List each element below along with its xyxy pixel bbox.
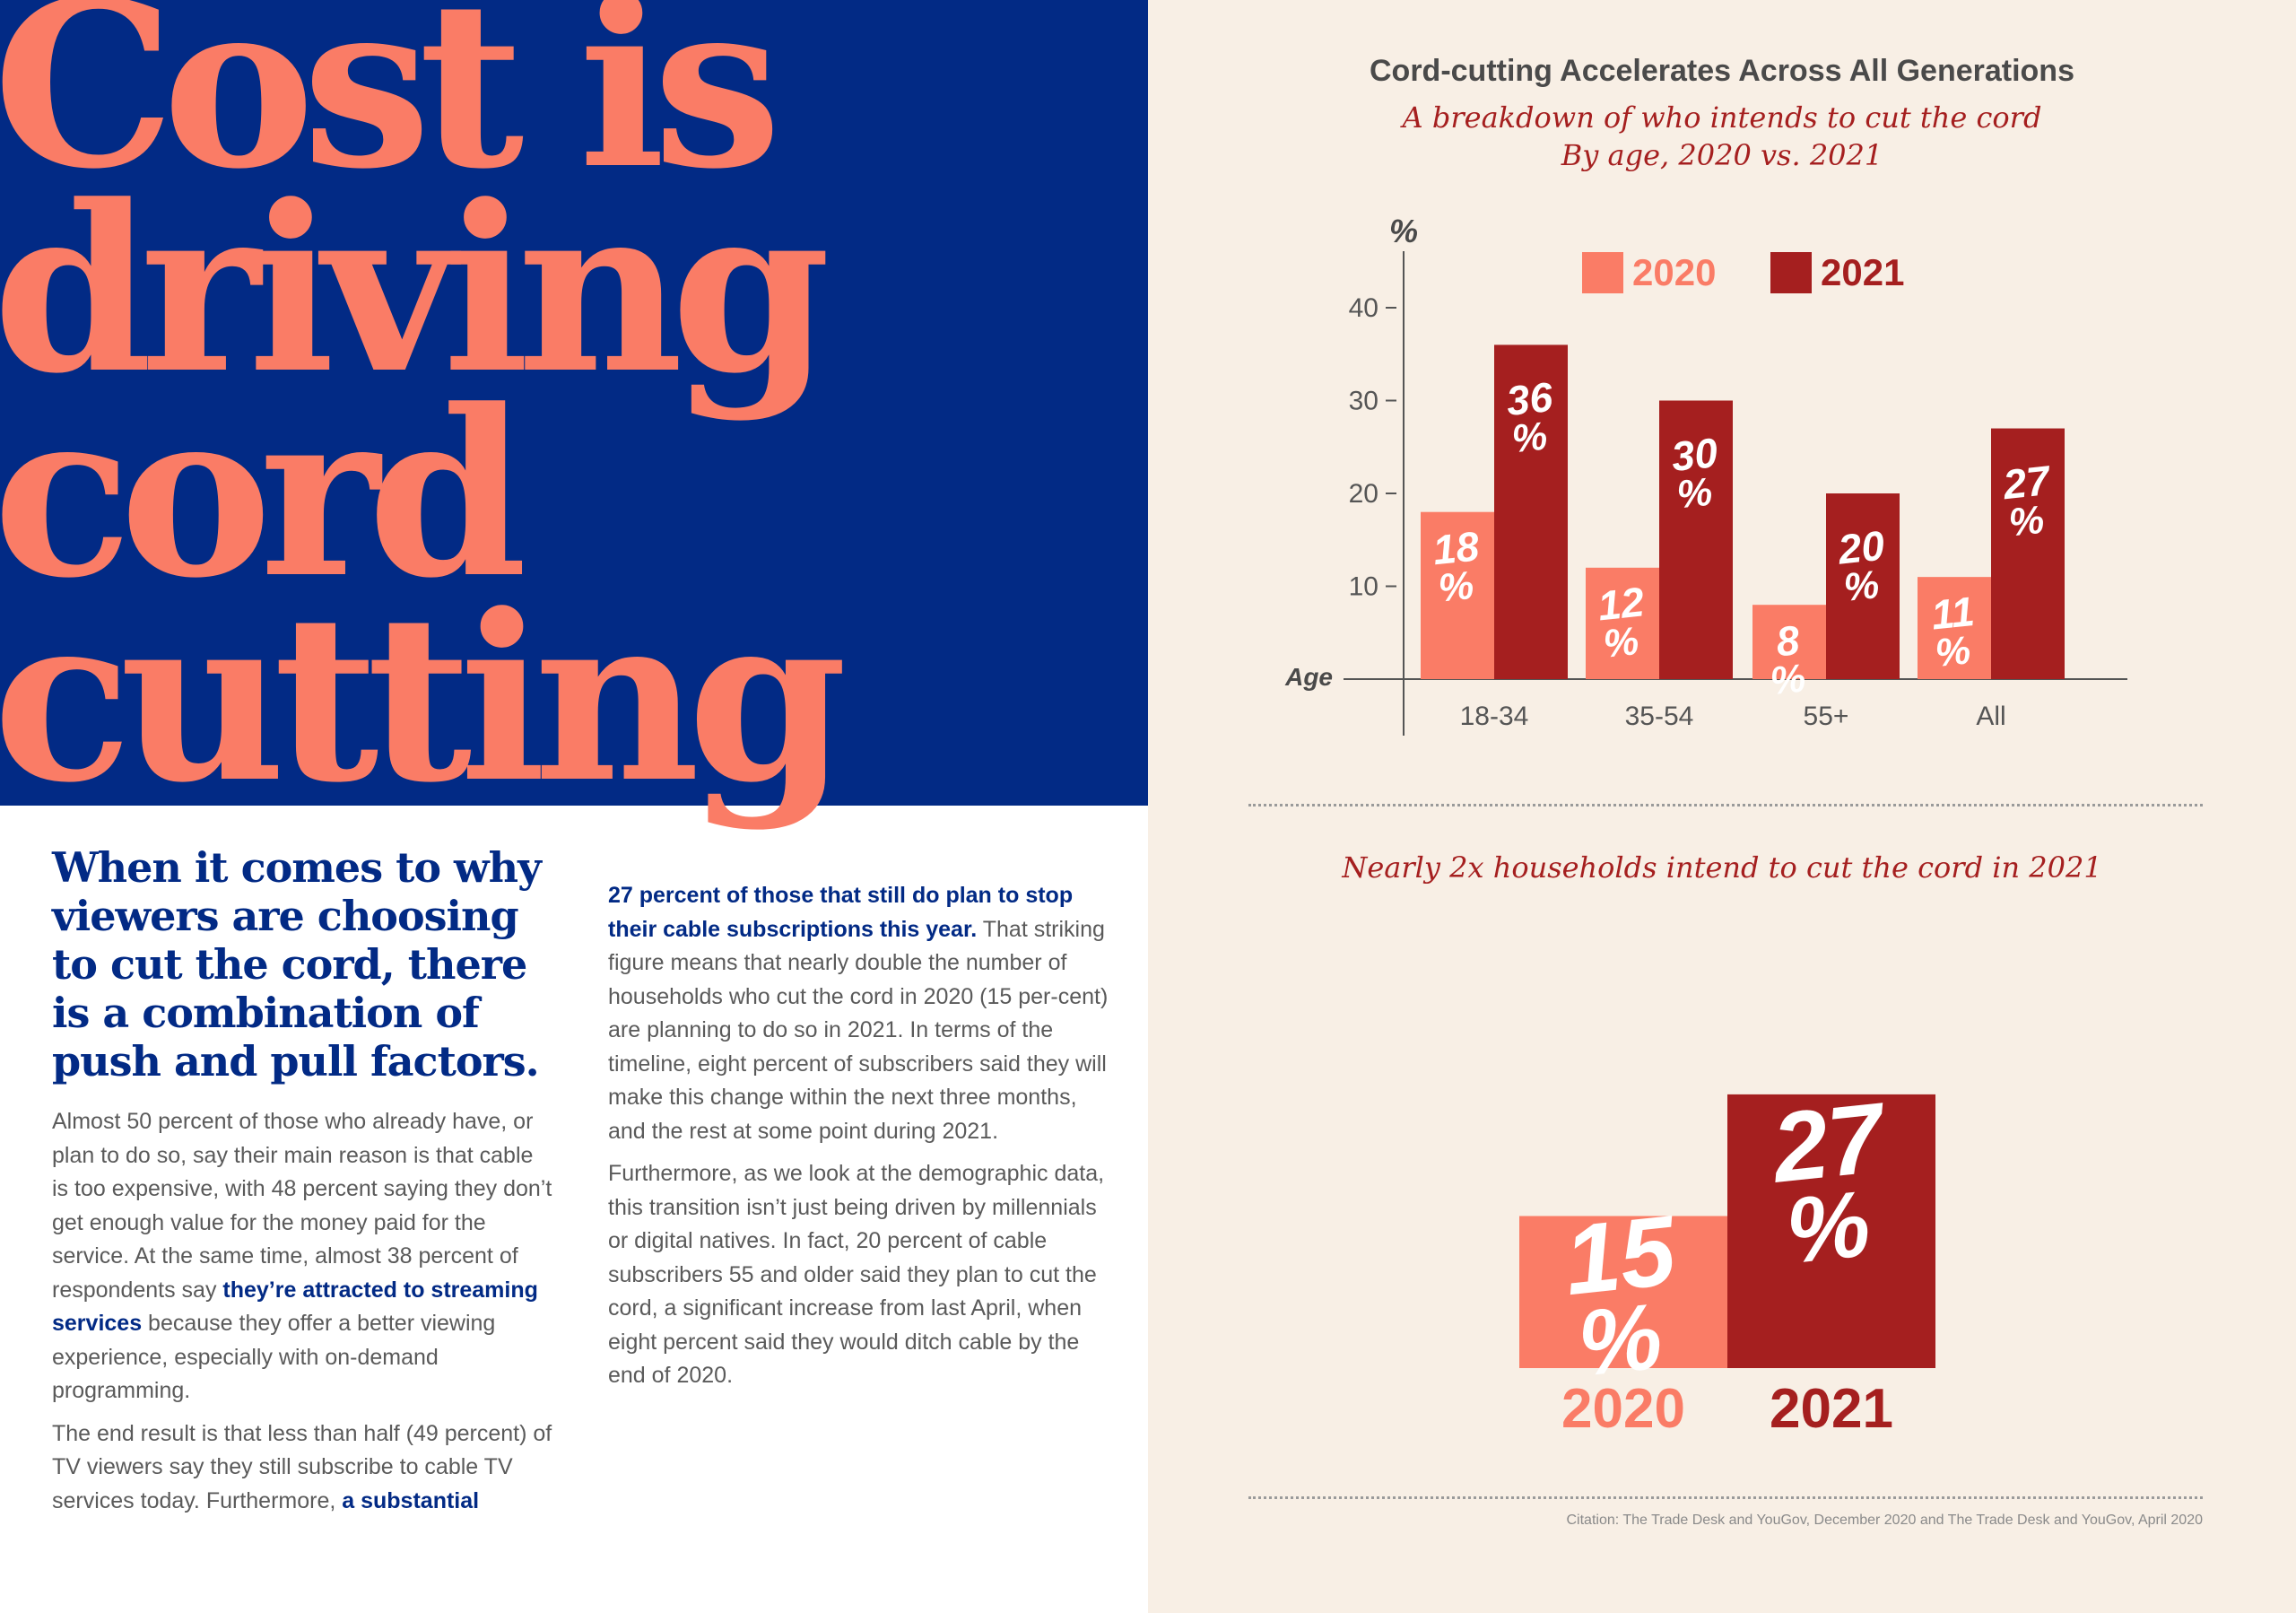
data-label-suffix: % [1509, 414, 1549, 462]
headline-line: cutting [0, 565, 848, 833]
y-axis-label: % [1389, 213, 1418, 249]
data-label: 36 [1504, 373, 1555, 424]
headline: Cost is driving cord cutting [0, 0, 979, 833]
data-label: 27 [2000, 457, 2054, 508]
highlight-text: they’re attracted to streaming services [52, 1277, 538, 1337]
x-tick-label: 55+ [1804, 702, 1849, 731]
data-label: 11 [1929, 588, 1977, 639]
highlight-text: a substantial [342, 1487, 480, 1513]
bar-2020 [1918, 577, 1991, 679]
text: The end result is that less than half (4… [52, 1420, 552, 1513]
data-label: 27 [1766, 1082, 1892, 1204]
y-tick-label: 30 [1349, 387, 1378, 416]
article-column-left: Almost 50 percent of those who already h… [52, 1105, 554, 1527]
paragraph: The end result is that less than half (4… [52, 1417, 554, 1519]
x-tick-label: 18-34 [1460, 702, 1529, 731]
data-label-suffix: % [1933, 628, 1972, 676]
data-label: 20 [1835, 522, 1887, 573]
headline-background [0, 0, 1148, 806]
chart-title: Cord-cutting Accelerates Across All Gene… [1370, 54, 2074, 88]
bar-2020 [1421, 511, 1494, 679]
paragraph: Furthermore, as we look at the demograph… [608, 1161, 1105, 1388]
headline-line: driving [0, 156, 831, 424]
bar-2021 [1991, 428, 2065, 679]
data-label: 30 [1669, 429, 1720, 480]
age-bar-chart: %Age1020304018-3418%36%35-5412%30%55+8%2… [1284, 213, 2127, 736]
data-label-suffix: % [1768, 656, 1807, 703]
highlight-text: 27 percent of those that still do plan t… [608, 883, 1074, 942]
y-tick-label: 20 [1349, 479, 1378, 509]
data-label-suffix: % [2006, 498, 2046, 545]
text: That striking figure means that nearly d… [608, 916, 1109, 1144]
chart-subtitle: A breakdown of who intends to cut the co… [1402, 100, 2042, 135]
bar-2021 [1826, 493, 1900, 679]
paragraph: 27 percent of those that still do plan t… [608, 879, 1110, 1148]
divider [1248, 804, 2203, 806]
data-label-suffix: % [1674, 470, 1714, 518]
article-panel: Cost is driving cord cutting When it com… [0, 0, 1148, 1527]
bar-2020 [1752, 605, 1826, 679]
x-axis-label: Age [1284, 663, 1333, 691]
legend-swatch-2020 [1582, 252, 1623, 293]
data-label-suffix: % [1781, 1172, 1874, 1284]
bar-2021 [1659, 400, 1733, 679]
data-label: 8 [1774, 616, 1802, 665]
paragraph: Almost 50 percent of those who already h… [52, 1105, 554, 1408]
divider [1248, 1496, 2203, 1499]
data-label: 18 [1431, 522, 1482, 573]
x-tick-label: 35-54 [1625, 702, 1694, 731]
legend-label: 2020 [1632, 251, 1716, 293]
bar-2021 [1494, 344, 1568, 679]
headline-line: Cost is [0, 0, 782, 220]
chart2-title: Nearly 2x households intend to cut the c… [1342, 850, 2102, 885]
legend-swatch-2021 [1770, 252, 1812, 293]
citation: Citation: The Trade Desk and YouGov, Dec… [1566, 1513, 2204, 1528]
legend-label: 2021 [1821, 251, 1904, 293]
article-column-right: 27 percent of those that still do plan t… [608, 879, 1110, 1402]
data-label-suffix: % [1841, 562, 1881, 610]
data-label-suffix: % [1573, 1285, 1666, 1397]
x-tick-label: All [1976, 702, 2005, 731]
bar-2020 [1519, 1216, 1727, 1368]
article-subhead: When it comes to why viewers are choosin… [52, 843, 542, 1086]
headline-line: cord [0, 361, 527, 629]
data-label-suffix: % [1436, 563, 1475, 611]
x-tick-label: 2021 [1770, 1378, 1893, 1440]
data-label: 12 [1596, 578, 1647, 629]
chart-subtitle-2: By age, 2020 vs. 2021 [1561, 138, 1883, 172]
y-tick-label: 10 [1349, 572, 1378, 602]
data-label: 15 [1560, 1195, 1682, 1316]
bar-2021 [1727, 1094, 1935, 1368]
y-tick-label: 40 [1349, 293, 1378, 323]
text: because they offer a better viewing expe… [52, 1311, 496, 1403]
chart-panel: Cord-cutting Accelerates Across All Gene… [1148, 0, 2296, 1613]
data-label-suffix: % [1601, 619, 1640, 667]
text: Almost 50 percent of those who already h… [52, 1109, 552, 1303]
bar-2020 [1586, 567, 1659, 679]
x-tick-label: 2020 [1561, 1378, 1685, 1440]
